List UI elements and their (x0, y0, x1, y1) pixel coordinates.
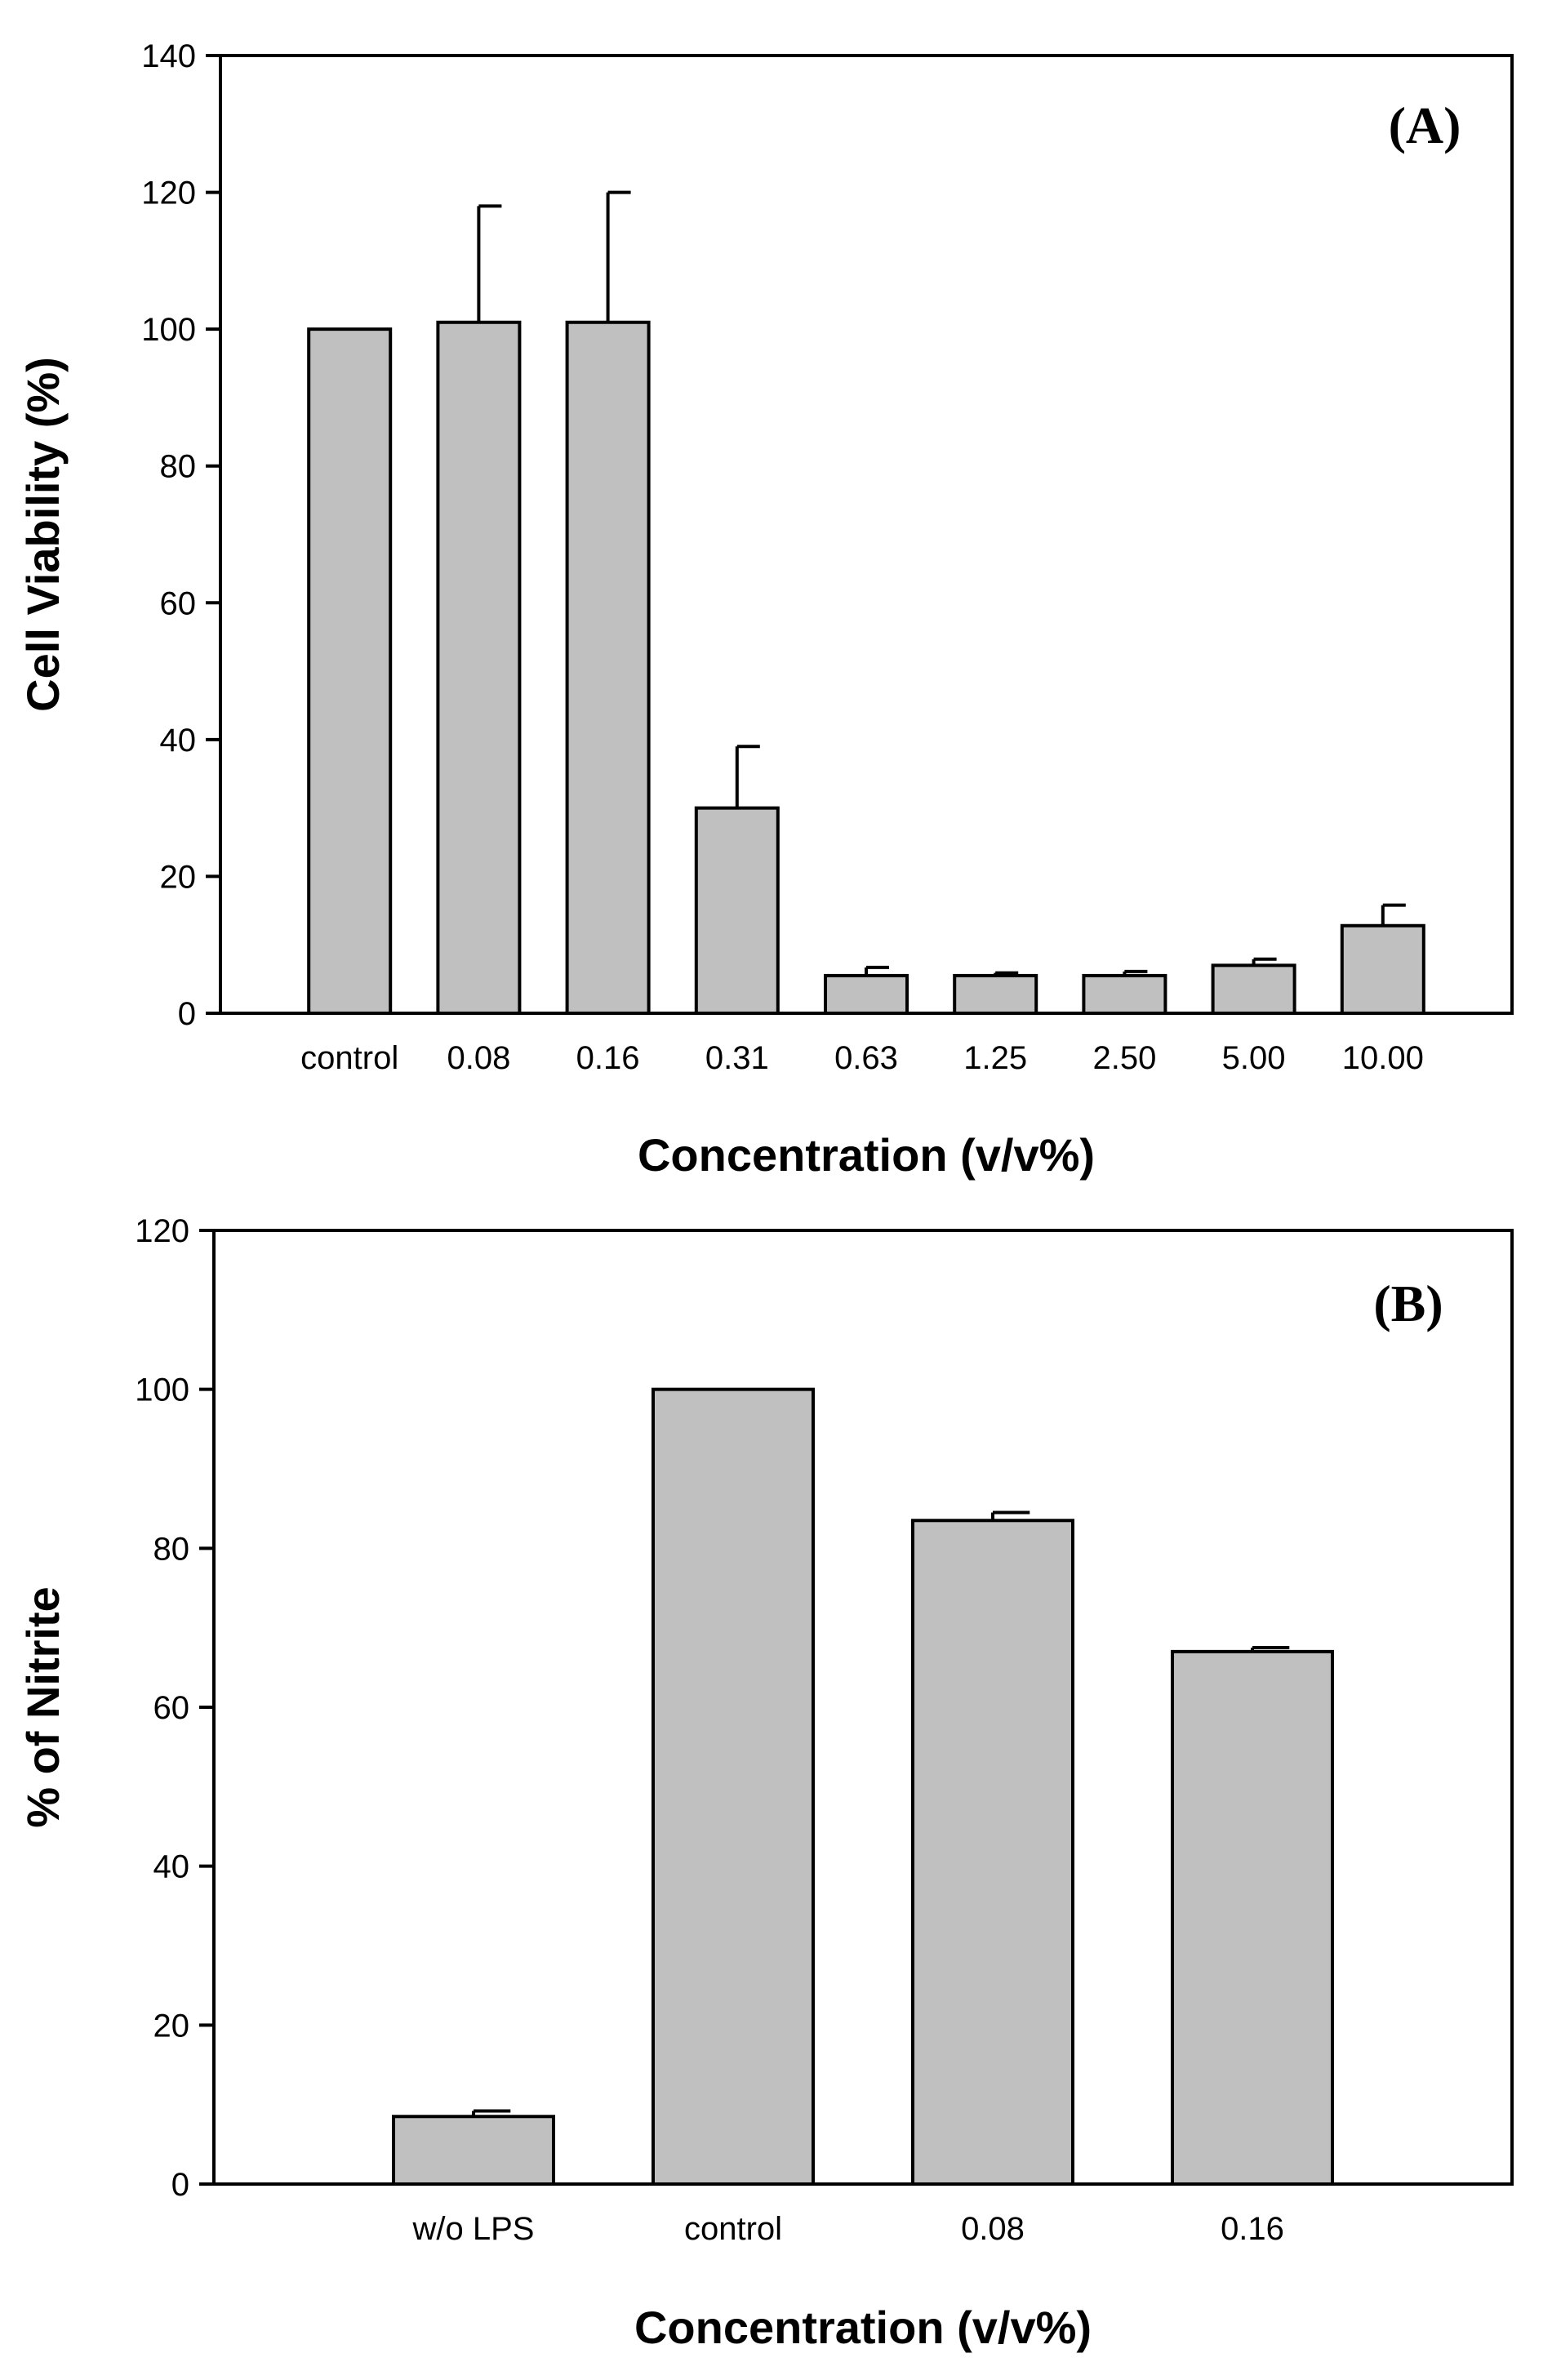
panel-a-plot-frame (219, 54, 1514, 1015)
panel-a-y-tick-label: 0 (178, 996, 196, 1032)
panel-a-bar (694, 806, 780, 1016)
panel-a-chart: 0 20 40 60 80 100 120 140 control 0.08 0.16 0.31 0.6… (17, 38, 1514, 1181)
panel-b-chart: 0 20 40 60 80 100 120 w/o LPS control 0.08 0.16 Con… (17, 1213, 1514, 2353)
panel-a-x-tick-label: 0.08 (447, 1040, 510, 1076)
panel-b-y-tick-label: 100 (135, 1372, 189, 1408)
panel-b-bar (1171, 1649, 1334, 2186)
panel-b-x-tick-label: w/o LPS (412, 2211, 535, 2247)
panel-b-y-tick-label: 120 (135, 1213, 189, 1249)
panel-b-y-tick-label: 20 (153, 2008, 190, 2044)
panel-a-y-tick-label: 100 (141, 312, 196, 348)
panel-b-y-tick-label: 40 (153, 1849, 190, 1885)
panel-a-y-axis-title: Cell Viability (%) (17, 357, 69, 712)
panel-a-x-tick-label: 10.00 (1342, 1040, 1424, 1076)
panel-b-x-axis-title: Concentration (v/v%) (634, 2302, 1092, 2353)
panel-a-panel-label: (A) (1389, 96, 1461, 154)
panel-b-y-axis-title: % of Nitrite (17, 1586, 69, 1828)
panel-a-bar (1340, 923, 1425, 1015)
panel-b-x-tick-label: control (684, 2211, 782, 2247)
panel-b-panel-label: (B) (1373, 1275, 1443, 1332)
panel-b-y-tick-label: 80 (153, 1531, 190, 1567)
panel-a-bar (436, 320, 522, 1015)
panel-a-y-tick-label: 120 (141, 176, 196, 211)
panel-b-y-tick-label: 0 (171, 2167, 189, 2203)
panel-b-bar (392, 2115, 555, 2186)
panel-a-y-tick-label: 20 (160, 859, 197, 895)
panel-b-y-tick-label: 60 (153, 1690, 190, 1726)
panel-a-x-tick-label: 0.63 (834, 1040, 898, 1076)
panel-b-x-tick-label: 0.16 (1221, 2211, 1284, 2247)
panel-a-bar (953, 973, 1038, 1015)
panel-a-y-tick-label: 60 (160, 585, 197, 621)
panel-a-x-tick-label: 2.50 (1092, 1040, 1156, 1076)
panel-a-x-tick-label: control (300, 1040, 398, 1076)
panel-a-x-tick-label: 0.16 (576, 1040, 640, 1076)
panel-a-bar (824, 973, 909, 1015)
panel-a-x-tick-label: 5.00 (1222, 1040, 1286, 1076)
panel-a-y-tick-label: 40 (160, 723, 197, 758)
panel-b-bar (652, 1387, 815, 2186)
panel-a-bar (1211, 963, 1296, 1015)
panel-a-y-tick-label: 140 (141, 38, 196, 74)
panel-a-x-axis-title: Concentration (v/v%) (638, 1129, 1095, 1181)
panel-a-y-tick-label: 80 (160, 449, 197, 485)
panel-a-bar (307, 327, 393, 1015)
panel-a-bar (1082, 973, 1167, 1015)
panel-a-bar (565, 320, 651, 1015)
panel-b-x-tick-label: 0.08 (961, 2211, 1025, 2247)
panel-a-x-tick-label: 0.31 (705, 1040, 769, 1076)
panel-a-x-tick-label: 1.25 (963, 1040, 1027, 1076)
panel-b-bar (911, 1519, 1074, 2186)
